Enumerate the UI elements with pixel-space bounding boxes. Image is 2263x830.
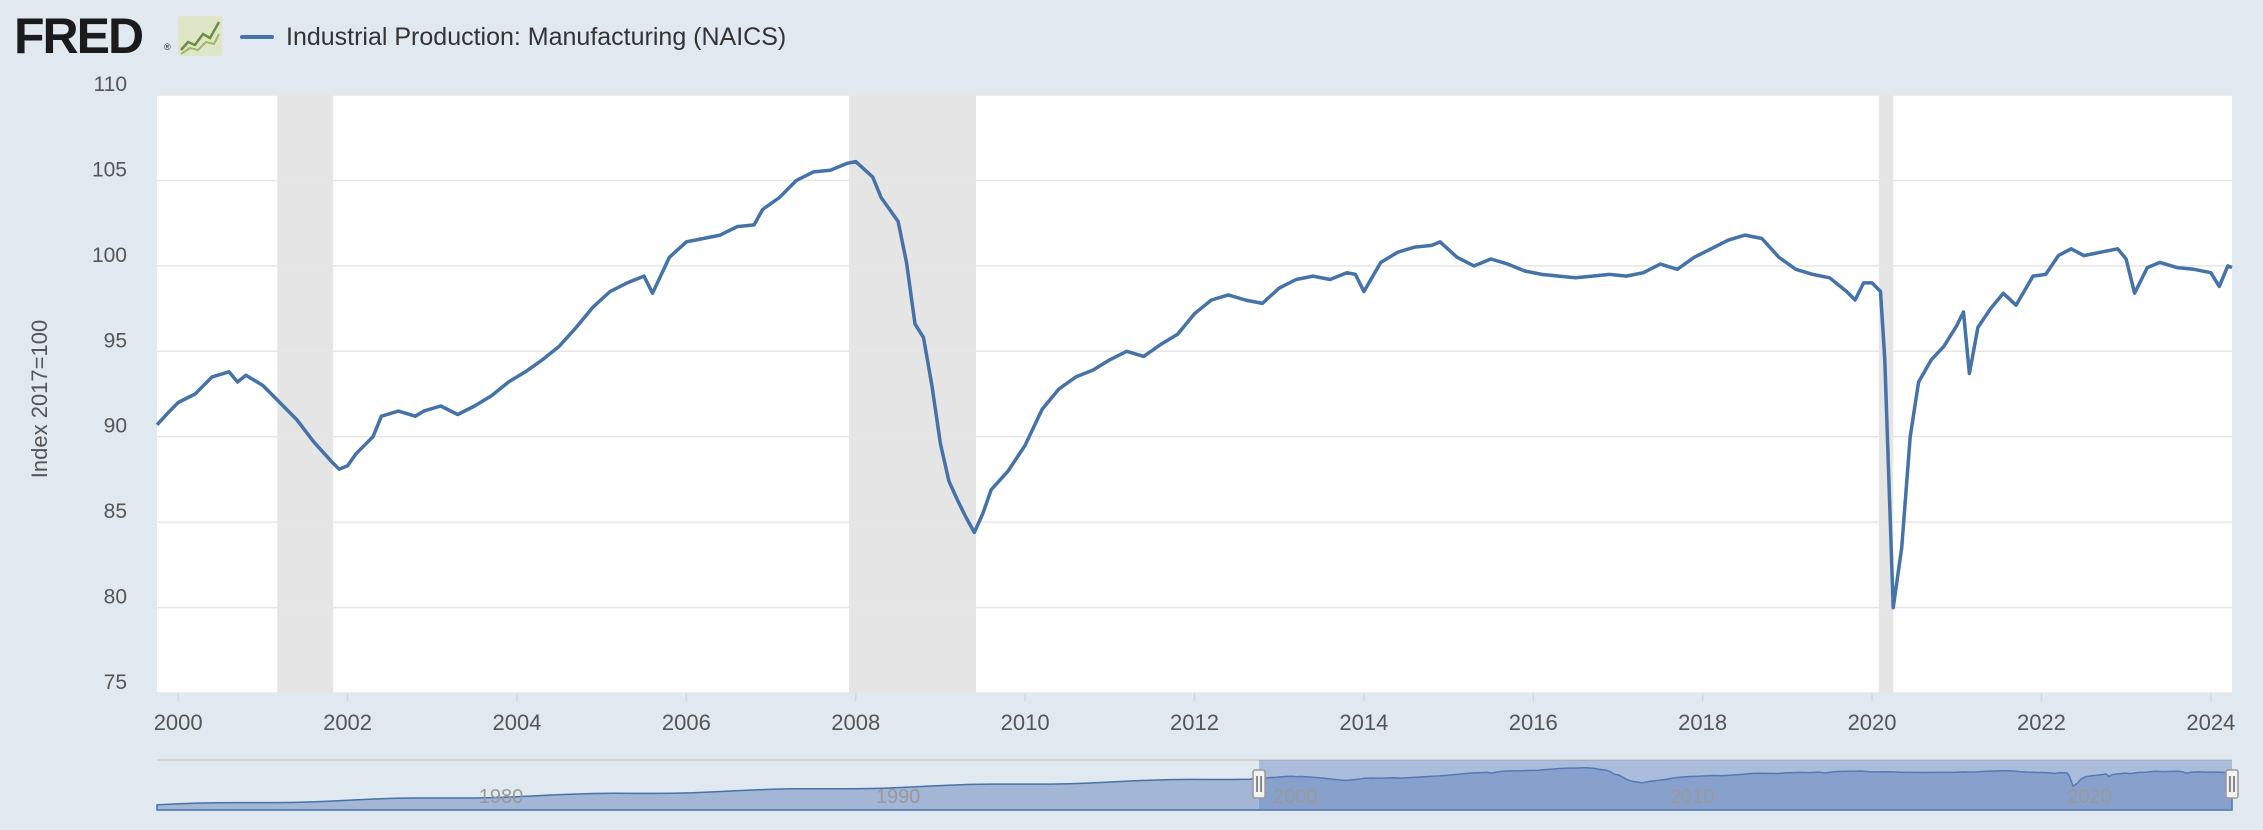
navigator-area [156,766,2233,811]
y-tick-label: 90 [104,415,127,438]
y-tick-label: 75 [104,671,127,694]
x-tick-label: 2002 [323,710,372,735]
y-tick-label: 80 [104,586,127,609]
x-tick-label: 2014 [1339,710,1388,735]
x-tick-label: 2022 [2017,710,2066,735]
navigator[interactable]: 1980 1990 2000 2010 2020 [156,759,2239,811]
y-axis: 75 80 85 90 95 100 105 110 [92,73,127,694]
chart-header: FRED ® Industrial Production: Manufactur… [0,0,2263,76]
fred-logo-registered-mark: ® [164,42,171,52]
x-tick-label: 2016 [1509,710,1558,735]
x-tick-label: 2018 [1678,710,1727,735]
x-tick-label: 2010 [1001,710,1050,735]
x-tick-label: 2006 [662,710,711,735]
x-tick-label: 2024 [2186,710,2235,735]
navigator-handle-right[interactable] [2225,769,2239,799]
y-tick-label: 85 [104,500,127,523]
navigator-selection[interactable] [1259,760,2232,810]
series-line [155,159,2233,610]
navigator-tick-label: 2000 [1273,786,1318,808]
navigator-handle-left[interactable] [1252,769,1266,799]
x-tick-label: 2012 [1170,710,1219,735]
navigator-tick-label: 1990 [876,786,921,808]
x-tick-label: 2000 [154,710,203,735]
y-tick-label: 95 [104,329,127,352]
legend[interactable]: Industrial Production: Manufacturing (NA… [240,20,786,54]
y-axis-title: Index 2017=100 [27,320,52,478]
recession-band [848,95,976,693]
navigator-tick-label: 2010 [1670,786,1715,808]
x-tick-label: 2008 [831,710,880,735]
y-tick-label: 100 [92,244,127,267]
navigator-tick-label: 2020 [2067,786,2112,808]
legend-swatch [240,35,274,39]
recession-band [277,95,334,693]
legend-label: Industrial Production: Manufacturing (NA… [286,22,787,51]
x-tick-label: 2020 [1848,710,1897,735]
chart-line-icon [178,16,222,56]
x-tick-label: 2004 [492,710,541,735]
x-axis: 2000 2002 2004 2006 2008 2010 2012 2014 2016 2018… [154,693,2235,735]
fred-logo[interactable]: FRED [14,8,144,64]
series-layer [155,159,2233,610]
y-tick-label: 105 [92,158,127,181]
navigator-tick-label: 1980 [479,786,524,808]
plot-area [157,95,2232,693]
y-tick-label: 110 [94,73,127,96]
